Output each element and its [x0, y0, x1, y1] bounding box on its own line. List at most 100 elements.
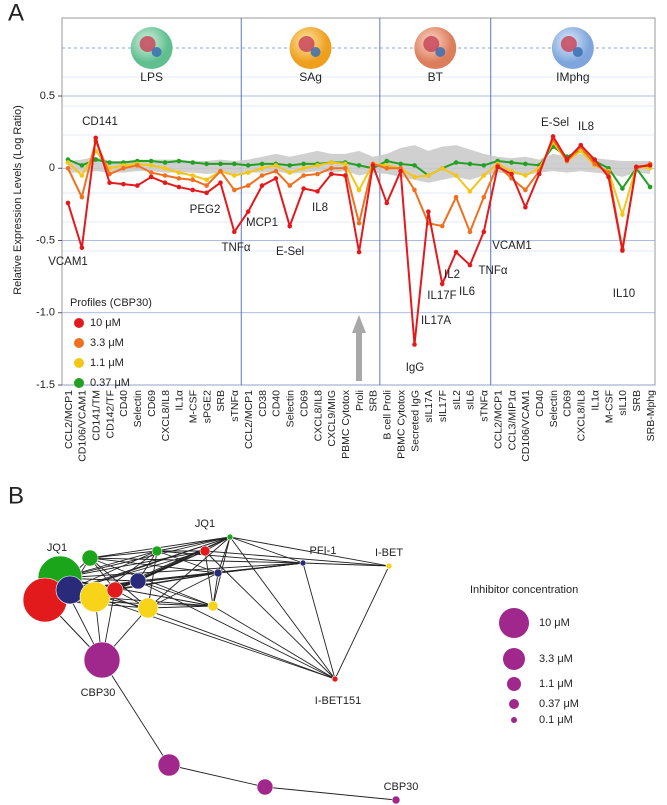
x-tick-label: SRB — [215, 390, 227, 412]
data-point — [163, 160, 168, 165]
data-point — [426, 173, 431, 178]
x-tick-label: IL1α — [174, 390, 186, 411]
data-point — [218, 162, 223, 167]
data-point — [177, 185, 182, 190]
x-tick-label: CCL2/MCP1 — [63, 390, 75, 449]
x-tick-label: M-CSF — [603, 390, 615, 423]
data-point — [371, 163, 376, 168]
size-legend-swatch — [509, 699, 519, 709]
data-point — [80, 173, 85, 178]
data-point — [579, 143, 584, 148]
data-point — [66, 166, 71, 171]
x-tick-label: CXCL9/MIG — [326, 390, 338, 447]
x-tick-label: CCL2/MCP1 — [243, 390, 255, 449]
panel-icon-cell — [435, 47, 445, 57]
x-tick-label: CD106/VCAM1 — [77, 390, 89, 462]
data-point — [523, 162, 528, 167]
data-point — [343, 162, 348, 167]
data-point — [287, 183, 292, 188]
network-edge — [205, 551, 335, 679]
x-tick-label: B cell Proli — [382, 390, 394, 440]
x-tick-label: Secreted IgG — [409, 390, 421, 452]
annotation: E-Sel — [276, 246, 304, 258]
panel-name: SAg — [299, 70, 322, 84]
data-point — [121, 166, 126, 171]
data-point — [163, 173, 168, 178]
network-node — [200, 546, 210, 556]
node-label: I-BET — [375, 547, 403, 559]
network-edge — [218, 563, 303, 573]
data-point — [482, 230, 487, 235]
data-point — [232, 230, 237, 235]
data-point — [246, 170, 251, 175]
data-point — [260, 183, 265, 188]
data-point — [301, 186, 306, 191]
x-tick-label: Proli — [354, 390, 366, 411]
data-point — [343, 166, 348, 171]
size-legend-label: 10 μM — [539, 617, 570, 629]
network-edge — [265, 787, 396, 800]
data-point — [177, 176, 182, 181]
data-point — [260, 162, 265, 167]
data-point — [412, 175, 417, 180]
data-point — [315, 163, 320, 168]
data-point — [398, 162, 403, 167]
data-point — [509, 172, 514, 177]
data-point — [343, 173, 348, 178]
data-point — [301, 173, 306, 178]
network-node — [138, 598, 158, 618]
data-point — [329, 172, 334, 177]
legend-swatch — [74, 358, 84, 368]
data-point — [135, 163, 140, 168]
data-point — [93, 136, 98, 141]
network-node — [130, 573, 146, 589]
x-tick-label: sIL2 — [451, 390, 463, 410]
data-point — [190, 173, 195, 178]
data-point — [384, 201, 389, 206]
data-point — [357, 163, 362, 168]
data-point — [412, 342, 417, 347]
data-point — [620, 186, 625, 191]
data-point — [163, 166, 168, 171]
data-point — [426, 209, 431, 214]
network-edge — [335, 566, 389, 679]
data-point — [135, 183, 140, 188]
data-point — [287, 163, 292, 168]
network-edge — [102, 660, 169, 765]
data-point — [260, 166, 265, 171]
data-point — [232, 162, 237, 167]
data-point — [177, 170, 182, 175]
annotation: VCAM1 — [48, 256, 88, 268]
data-point — [523, 188, 528, 193]
x-tick-label: M-CSF — [188, 390, 200, 423]
node-label: I-BET151 — [315, 695, 361, 707]
data-point — [495, 165, 500, 170]
data-point — [509, 160, 514, 165]
network-node — [227, 534, 233, 540]
panel-icon-cell — [573, 47, 583, 57]
data-point — [634, 165, 639, 170]
network-node — [158, 754, 180, 776]
node-label: JQ1 — [195, 518, 215, 530]
x-tick-label: Selectin — [132, 390, 144, 428]
legend-label: 0.37 μM — [90, 377, 130, 389]
x-tick-label: SRB-Mphg — [645, 390, 657, 442]
x-tick-label: CXCL8/IL8 — [576, 390, 588, 442]
annotation: IL8 — [312, 202, 328, 214]
node-label: PFI-1 — [310, 545, 337, 557]
data-point — [149, 163, 154, 168]
data-point — [287, 224, 292, 229]
data-point — [329, 166, 334, 171]
data-point — [232, 188, 237, 193]
data-point — [274, 169, 279, 174]
network-node — [332, 676, 338, 682]
x-tick-label: CD69 — [146, 390, 158, 417]
annotation: IL10 — [613, 288, 635, 300]
data-point — [149, 159, 154, 164]
annotation: IL8 — [578, 121, 594, 133]
network-edge — [60, 563, 303, 578]
size-legend-swatch — [507, 677, 521, 691]
annotation: IL17A — [421, 315, 451, 327]
data-point — [384, 159, 389, 164]
data-point — [190, 178, 195, 183]
